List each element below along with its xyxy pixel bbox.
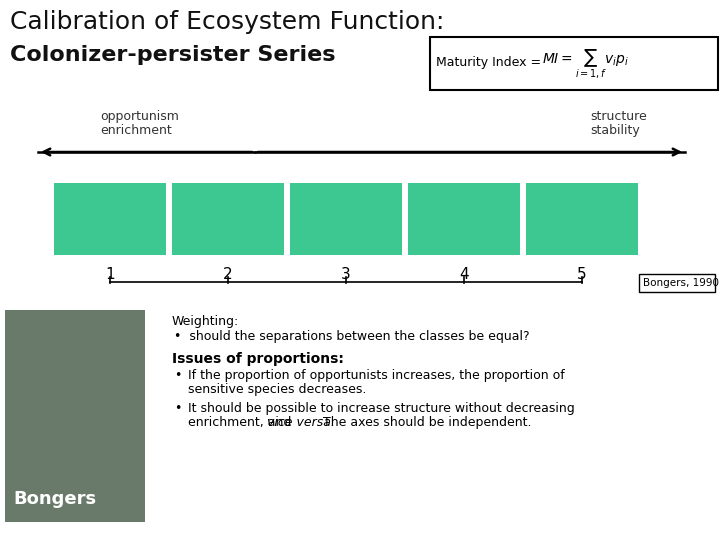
Text: Calibration of Ecosystem Function:: Calibration of Ecosystem Function: <box>10 10 444 34</box>
Text: enrichment, and: enrichment, and <box>188 416 295 429</box>
Text: $MI = \sum_{i=1,f} v_i p_i$: $MI = \sum_{i=1,f} v_i p_i$ <box>542 47 629 80</box>
Text: The axes should be independent.: The axes should be independent. <box>315 416 531 429</box>
Text: opportunism: opportunism <box>100 110 179 123</box>
Text: Bongers, 1990: Bongers, 1990 <box>643 278 719 288</box>
Bar <box>54 183 166 255</box>
Text: •  should the separations between the classes be equal?: • should the separations between the cla… <box>174 330 530 343</box>
Text: Bongers: Bongers <box>13 490 96 508</box>
Text: 3: 3 <box>341 267 351 282</box>
Text: If the proportion of opportunists increases, the proportion of: If the proportion of opportunists increa… <box>188 369 564 382</box>
Bar <box>172 183 284 255</box>
Text: 2: 2 <box>223 267 233 282</box>
Text: 4: 4 <box>459 267 469 282</box>
Text: Maturity Index =: Maturity Index = <box>436 56 545 69</box>
Bar <box>5 310 145 522</box>
Text: 1: 1 <box>105 267 114 282</box>
Text: •: • <box>174 369 181 382</box>
Text: stability: stability <box>590 124 640 137</box>
Bar <box>526 183 638 255</box>
Text: •: • <box>174 402 181 415</box>
Text: sensitive species decreases.: sensitive species decreases. <box>188 383 366 396</box>
Bar <box>639 274 715 292</box>
Text: 5: 5 <box>577 267 587 282</box>
Text: enrichment: enrichment <box>100 124 172 137</box>
Text: It should be possible to increase structure without decreasing: It should be possible to increase struct… <box>188 402 575 415</box>
Text: vice versa.: vice versa. <box>267 416 335 429</box>
Bar <box>290 183 402 255</box>
Bar <box>408 183 520 255</box>
Text: structure: structure <box>590 110 647 123</box>
Bar <box>430 37 718 90</box>
Text: Colonizer-persister Series: Colonizer-persister Series <box>10 45 336 65</box>
Text: Weighting:: Weighting: <box>172 315 239 328</box>
Text: Issues of proportions:: Issues of proportions: <box>172 352 344 366</box>
